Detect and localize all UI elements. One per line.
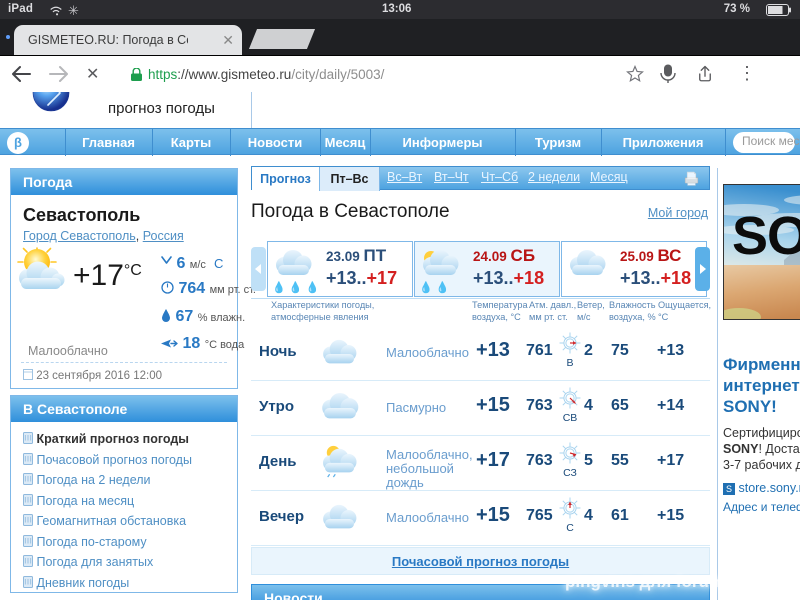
svg-text:SONY: SONY bbox=[732, 206, 800, 266]
